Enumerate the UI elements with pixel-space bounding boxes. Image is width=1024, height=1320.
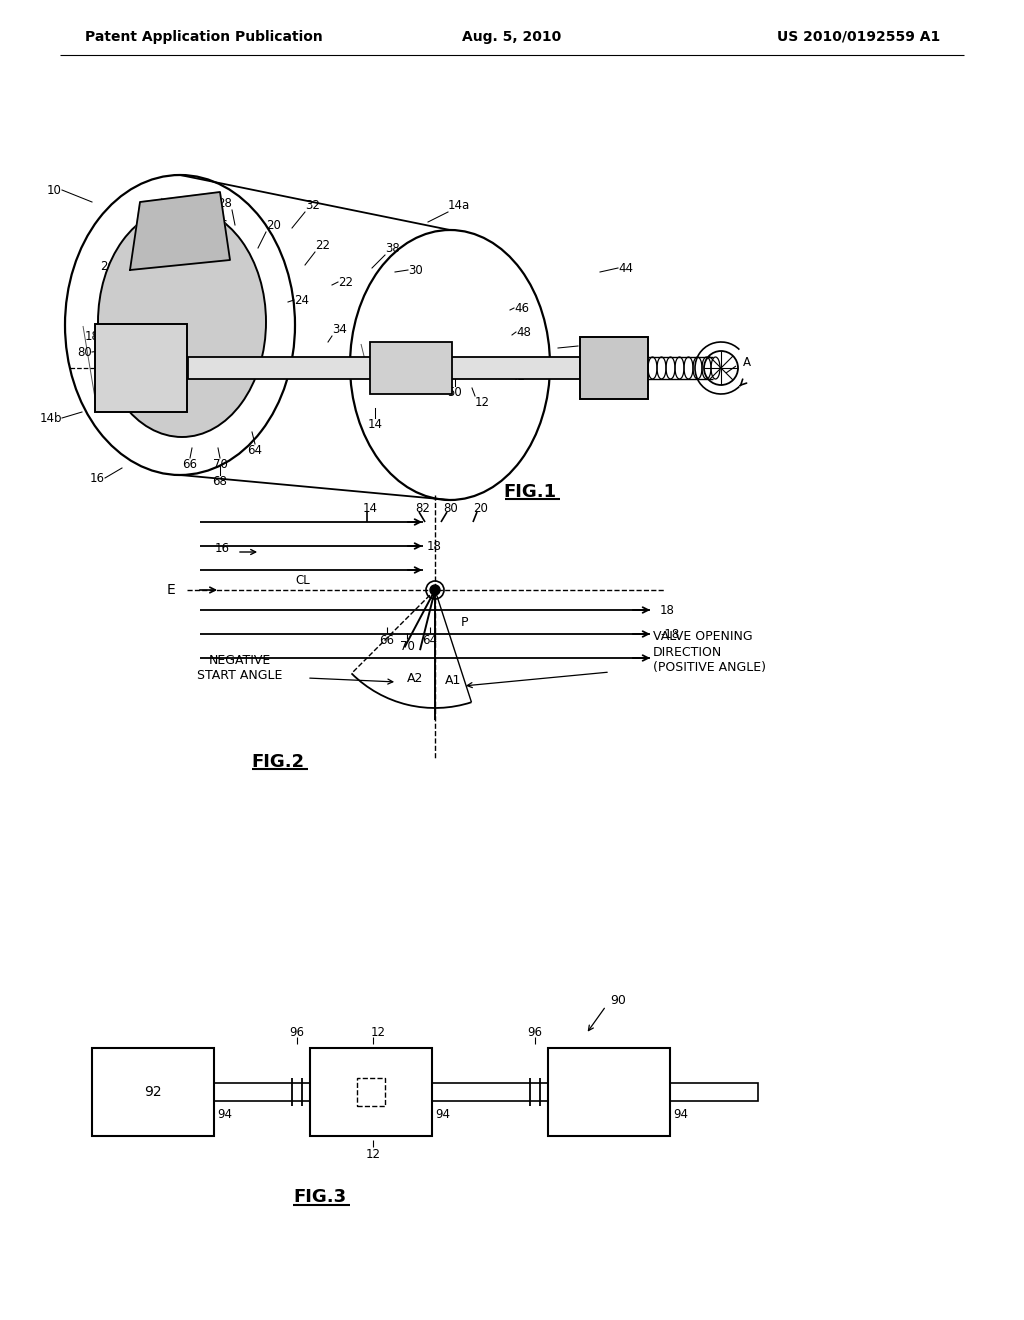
- Text: 14: 14: [368, 418, 383, 432]
- Text: 26: 26: [100, 260, 115, 272]
- Text: 68: 68: [213, 475, 227, 488]
- Text: 60: 60: [188, 378, 203, 391]
- FancyBboxPatch shape: [214, 1082, 310, 1101]
- Text: 18: 18: [660, 603, 675, 616]
- FancyBboxPatch shape: [92, 1048, 214, 1137]
- Text: 34: 34: [332, 323, 347, 337]
- Text: NEGATIVE
START ANGLE: NEGATIVE START ANGLE: [198, 653, 283, 682]
- Text: 16: 16: [90, 471, 105, 484]
- Text: A2: A2: [407, 672, 423, 685]
- Text: 64: 64: [423, 634, 437, 647]
- Text: 32: 32: [305, 199, 319, 213]
- Text: 12: 12: [366, 1147, 381, 1160]
- Text: 44: 44: [618, 261, 633, 275]
- Text: -18: -18: [660, 627, 679, 640]
- Text: 62: 62: [127, 289, 142, 302]
- Text: E: E: [166, 583, 175, 597]
- Text: FIG.2: FIG.2: [252, 752, 304, 771]
- Text: 14: 14: [362, 502, 378, 515]
- Text: 70: 70: [213, 458, 227, 471]
- FancyBboxPatch shape: [95, 323, 187, 412]
- Text: 12: 12: [475, 396, 490, 409]
- Circle shape: [430, 585, 440, 595]
- Text: 48: 48: [516, 326, 530, 338]
- Text: 80: 80: [77, 346, 92, 359]
- Text: FIG.3: FIG.3: [294, 1188, 346, 1206]
- Text: CL: CL: [295, 574, 309, 587]
- FancyBboxPatch shape: [370, 342, 452, 393]
- Text: 96: 96: [290, 1026, 304, 1039]
- Text: 14a: 14a: [449, 199, 470, 213]
- Text: 20: 20: [266, 219, 281, 232]
- FancyBboxPatch shape: [432, 1082, 548, 1101]
- Polygon shape: [130, 191, 230, 271]
- FancyBboxPatch shape: [188, 356, 580, 379]
- FancyBboxPatch shape: [670, 1082, 758, 1101]
- Text: 96: 96: [527, 1026, 543, 1039]
- Text: 16: 16: [215, 541, 230, 554]
- Text: 80: 80: [443, 502, 458, 515]
- Ellipse shape: [98, 207, 266, 437]
- Text: A: A: [743, 356, 751, 370]
- FancyBboxPatch shape: [548, 1048, 670, 1137]
- Text: 46: 46: [514, 301, 529, 314]
- FancyBboxPatch shape: [357, 1078, 385, 1106]
- Text: 64: 64: [248, 444, 262, 457]
- Text: 10: 10: [47, 183, 62, 197]
- Text: 20: 20: [473, 502, 487, 515]
- Text: FIG.1: FIG.1: [504, 483, 557, 502]
- Text: 18: 18: [85, 330, 100, 342]
- Text: 50: 50: [447, 385, 463, 399]
- Text: 94: 94: [673, 1107, 688, 1121]
- Text: 30: 30: [408, 264, 423, 276]
- Text: 38: 38: [385, 242, 399, 255]
- Text: 22: 22: [315, 239, 330, 252]
- Text: 36: 36: [213, 219, 228, 232]
- Text: 14b: 14b: [40, 412, 62, 425]
- Text: A1: A1: [444, 673, 461, 686]
- Text: 66: 66: [380, 634, 394, 647]
- FancyBboxPatch shape: [580, 337, 648, 399]
- Text: VALVE OPENING
DIRECTION
(POSITIVE ANGLE): VALVE OPENING DIRECTION (POSITIVE ANGLE): [653, 631, 766, 673]
- Text: 66: 66: [182, 458, 198, 471]
- Text: 22: 22: [338, 276, 353, 289]
- Text: Patent Application Publication: Patent Application Publication: [85, 30, 323, 44]
- Text: 12: 12: [371, 1026, 386, 1039]
- Text: 24: 24: [294, 293, 309, 306]
- Text: US 2010/0192559 A1: US 2010/0192559 A1: [777, 30, 940, 44]
- Text: P: P: [461, 615, 469, 628]
- Text: 92: 92: [144, 1085, 162, 1100]
- Text: 94: 94: [435, 1107, 450, 1121]
- Text: 42: 42: [510, 370, 525, 383]
- FancyBboxPatch shape: [310, 1048, 432, 1137]
- Text: 18: 18: [427, 540, 442, 553]
- Text: 82: 82: [415, 502, 430, 515]
- Text: 90: 90: [610, 994, 626, 1006]
- Text: 28: 28: [217, 197, 232, 210]
- Text: 40: 40: [578, 339, 593, 352]
- Text: 70: 70: [399, 639, 415, 652]
- Text: 94: 94: [217, 1107, 232, 1121]
- Text: Aug. 5, 2010: Aug. 5, 2010: [463, 30, 561, 44]
